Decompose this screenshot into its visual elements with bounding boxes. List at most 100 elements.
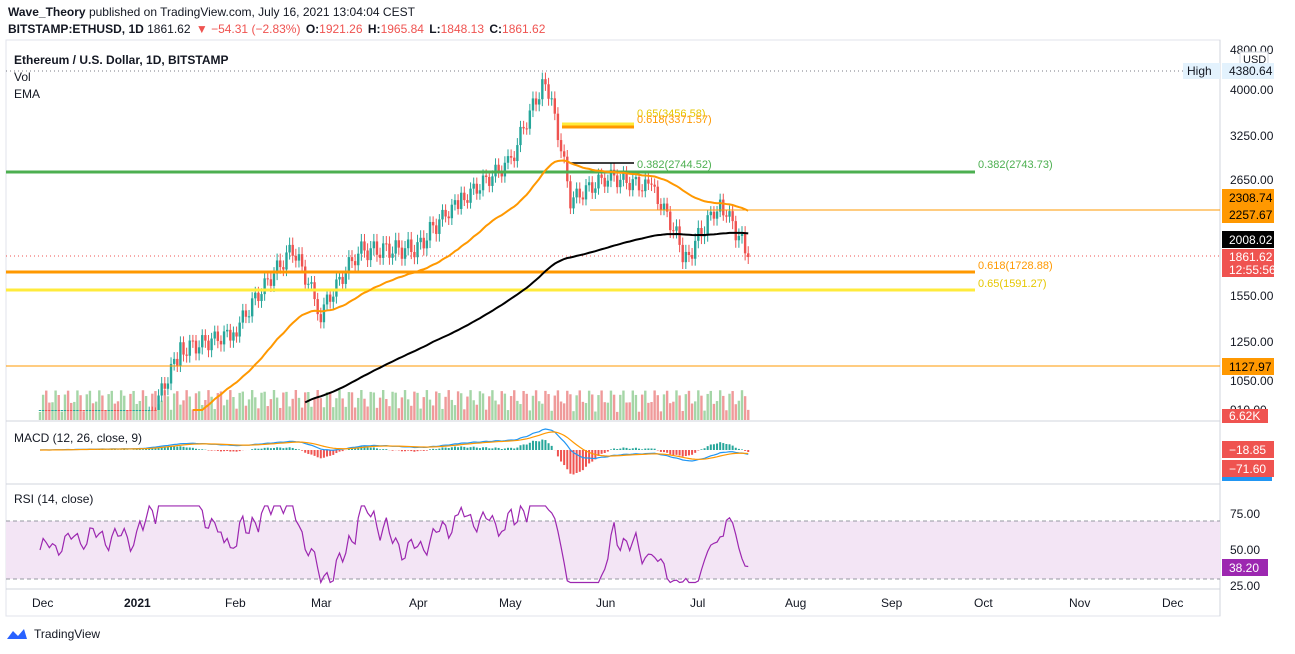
legend-vol[interactable]: Vol (14, 70, 31, 84)
candle-body (650, 183, 653, 185)
volume-bar (612, 394, 616, 420)
volume-bar (722, 395, 725, 420)
volume-bar (528, 410, 532, 420)
candle-body (238, 322, 241, 337)
candle-body (416, 242, 419, 258)
price-tick: 2650.00 (1230, 173, 1274, 187)
candle-body (460, 192, 463, 209)
macd-bar (522, 444, 525, 450)
price-axis[interactable]: 4800.00 4000.00 3250.00 2650.00 1550.00 … (1230, 43, 1274, 593)
macd-bar (425, 450, 428, 451)
volume-bar (491, 390, 494, 420)
macd-bar (638, 448, 641, 450)
candle-body (475, 183, 478, 194)
candle-body (544, 79, 547, 85)
candle-body (684, 251, 688, 263)
candle-body (694, 240, 697, 259)
volume-bar (372, 392, 376, 420)
macd-bar (419, 450, 422, 451)
candle-body (378, 254, 382, 258)
macd-bar (263, 447, 266, 450)
volume-bar (453, 405, 457, 420)
macd-bar (145, 448, 148, 450)
high-tag-bg (1222, 63, 1274, 79)
volume-bar (622, 390, 625, 420)
volume-bar (410, 405, 413, 420)
volume-bar (397, 408, 400, 420)
candle-body (500, 171, 503, 177)
volume-bar (325, 392, 329, 420)
candle-body (338, 276, 341, 280)
volume-bar (307, 392, 310, 420)
macd-bar (232, 450, 235, 452)
volume-bar (572, 411, 575, 420)
volume-bar (456, 391, 460, 420)
time-axis[interactable]: Dec 2021 Feb Mar Apr May Jun Jul Aug Sep… (32, 596, 1183, 610)
candle-body (712, 211, 716, 219)
volume-bar (653, 390, 656, 420)
candle-body (709, 211, 712, 216)
volume-bar (556, 390, 560, 420)
volume-bar (672, 401, 675, 420)
candle-body (163, 383, 166, 389)
candle-body (344, 273, 347, 284)
volume-bar (163, 390, 166, 420)
macd-bar (744, 450, 747, 451)
fib-label-0.382-long: 0.382(2743.73) (978, 159, 1053, 171)
macd-bar (547, 443, 550, 450)
macd-line (39, 428, 749, 462)
candle-body (413, 252, 416, 258)
volume-bar (45, 390, 48, 420)
candle-body (385, 243, 388, 245)
candle-body (372, 241, 376, 249)
candle-body (210, 338, 213, 351)
candle-body (157, 395, 160, 410)
candle-body (232, 332, 235, 341)
volume-bars (38, 390, 750, 420)
candle-body (107, 410, 110, 411)
volume-bar (144, 395, 148, 420)
candle-body (687, 251, 691, 256)
tradingview-footer[interactable]: TradingView (6, 627, 100, 641)
macd-bar (329, 450, 332, 456)
volume-bar (66, 390, 70, 420)
candle-body (235, 332, 238, 337)
candle-body (647, 179, 650, 184)
macd-bar (485, 447, 488, 450)
fib-label-0.618-short: 0.618(3371.57) (637, 114, 712, 126)
volume-bar (438, 393, 441, 420)
volume-bar (569, 394, 572, 420)
volume-bar (260, 392, 263, 420)
macd-bar (741, 449, 743, 450)
candle-body (428, 221, 432, 241)
volume-bar (297, 397, 301, 420)
candle-body (91, 410, 95, 411)
legend-rsi[interactable]: RSI (14, close) (14, 492, 94, 506)
macd-bar (669, 450, 672, 455)
macd-bar (613, 448, 616, 450)
macd-bar (469, 447, 472, 450)
price-change: ▼ −54.31 (−2.83%) (195, 22, 301, 36)
candle-body (556, 113, 560, 141)
volume-bar (275, 397, 279, 420)
macd-bar (507, 447, 509, 450)
volume-bar (640, 394, 644, 420)
macd-bar (528, 442, 531, 450)
legend-ema[interactable]: EMA (14, 87, 41, 101)
volume-bar (344, 406, 347, 420)
candle-body (304, 266, 307, 285)
legend-macd[interactable]: MACD (12, 26, close, 9) (14, 431, 143, 445)
author-name[interactable]: Wave_Theory (8, 5, 86, 19)
time-tick: Feb (225, 596, 246, 610)
macd-bar (198, 449, 201, 450)
volume-bar (132, 390, 135, 420)
macd-bar (672, 450, 675, 456)
tag-1127: 1127.97 (1229, 360, 1272, 374)
volume-bar (157, 404, 160, 420)
volume-bar (357, 397, 360, 420)
macd-bar (525, 444, 528, 450)
macd-bar (460, 446, 463, 450)
candle-body (307, 283, 310, 285)
chart-title[interactable]: Ethereum / U.S. Dollar, 1D, BITSTAMP (14, 53, 229, 67)
